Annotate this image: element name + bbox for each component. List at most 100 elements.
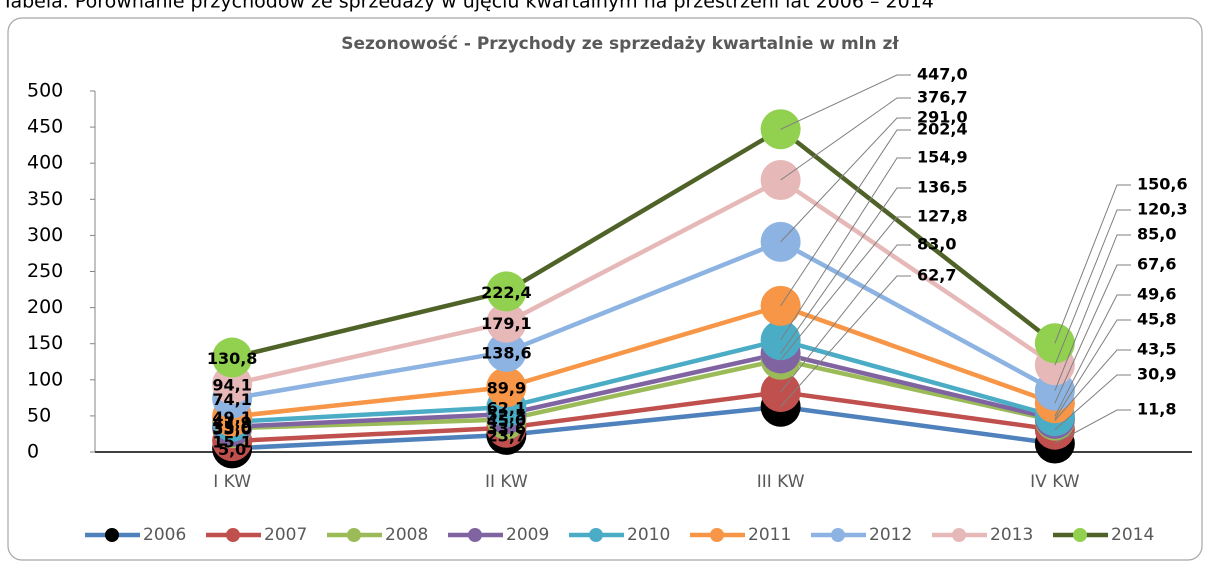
data-label: 49,1 — [212, 408, 251, 427]
y-tick-label: 500 — [27, 80, 63, 102]
series-line — [231, 127, 1057, 360]
series-line — [231, 177, 1057, 387]
data-label: 376,7 — [917, 88, 968, 107]
leader-line — [780, 275, 911, 408]
data-label: 43,5 — [1137, 340, 1176, 359]
y-tick-label: 200 — [27, 296, 63, 318]
marker — [486, 331, 527, 372]
data-label: 67,6 — [1137, 255, 1176, 274]
legend-label: 2006 — [143, 525, 186, 545]
series-line — [232, 337, 1056, 424]
data-label: 222,4 — [481, 283, 532, 302]
y-tick-label: 300 — [27, 224, 63, 246]
marker — [486, 367, 527, 408]
y-tick-label: 50 — [27, 404, 51, 426]
data-label: 179,1 — [481, 314, 532, 333]
data-label: 33,6 — [487, 419, 526, 438]
leader-line — [1054, 209, 1131, 366]
legend-marker — [105, 528, 119, 542]
series-line — [231, 303, 1056, 419]
y-tick-label: 100 — [27, 368, 63, 390]
leader-line — [780, 117, 911, 243]
legend-label: 2014 — [1111, 525, 1154, 545]
y-tick-label: 150 — [27, 332, 63, 354]
leader-line — [1054, 319, 1131, 420]
series-line — [232, 357, 1056, 431]
data-label: 62,1 — [487, 399, 526, 418]
legend-marker — [1073, 528, 1087, 542]
leader-line — [1054, 184, 1131, 344]
data-label: 138,6 — [481, 343, 532, 362]
leader-line — [780, 129, 911, 307]
leader-line — [780, 157, 911, 341]
data-label: 85,0 — [1137, 225, 1176, 244]
legend-marker — [347, 528, 361, 542]
data-label: 45,0 — [487, 411, 526, 430]
legend-label: 2012 — [869, 525, 912, 545]
marker — [486, 302, 527, 343]
caption: Tabela. Porównanie przychodów ze sprzeda… — [1, 0, 934, 13]
leader-line — [1054, 234, 1131, 391]
legend-marker — [710, 528, 724, 542]
leader-line — [1054, 349, 1131, 421]
data-label: 35,0 — [212, 418, 251, 437]
x-tick-label: I KW — [213, 472, 251, 492]
data-label: 15,1 — [212, 433, 251, 452]
leader-line — [780, 97, 911, 181]
y-tick-label: 350 — [27, 188, 63, 210]
legend-label: 2013 — [990, 525, 1033, 545]
x-tick-label: III KW — [757, 472, 805, 492]
leader-line — [1054, 374, 1131, 431]
data-label: 11,8 — [1137, 400, 1176, 419]
y-tick-label: 250 — [27, 260, 63, 282]
legend-marker — [831, 528, 845, 542]
series-line — [232, 389, 1056, 444]
data-label: 120,3 — [1137, 200, 1188, 219]
data-label: 447,0 — [917, 65, 968, 84]
data-label: 41,9 — [212, 413, 251, 432]
y-tick-label: 450 — [27, 116, 63, 138]
leader-line — [780, 216, 911, 361]
data-label: 33,0 — [212, 420, 251, 439]
data-label: 94,1 — [212, 376, 251, 395]
data-label: 291,0 — [917, 108, 968, 127]
legend-label: 2010 — [627, 525, 670, 545]
legend-label: 2007 — [264, 525, 307, 545]
data-label: 45,8 — [1137, 310, 1176, 329]
data-label: 49,6 — [1137, 285, 1176, 304]
data-label: 74,1 — [212, 390, 251, 409]
legend-label: 2011 — [748, 525, 791, 545]
leader-line — [780, 244, 911, 393]
y-tick-label: 400 — [27, 152, 63, 174]
data-label: 127,8 — [917, 207, 968, 226]
leader-line — [780, 187, 911, 354]
leader-line — [1054, 294, 1131, 417]
leader-line — [780, 74, 911, 130]
series-line — [232, 351, 1056, 429]
x-tick-label: II KW — [485, 472, 528, 492]
data-label: 83,0 — [917, 235, 956, 254]
marker — [486, 271, 527, 312]
series-line — [232, 404, 1056, 451]
x-tick-label: IV KW — [1030, 472, 1080, 492]
data-label: 154,9 — [917, 148, 968, 167]
legend-label: 2009 — [506, 525, 549, 545]
data-label: 130,8 — [207, 349, 258, 368]
legend-marker — [952, 528, 966, 542]
legend-label: 2008 — [385, 525, 428, 545]
marker — [212, 337, 253, 378]
data-label: 30,9 — [1137, 365, 1176, 384]
data-label: 23,7 — [487, 426, 526, 445]
chart-border — [7, 17, 1203, 561]
data-label: 202,4 — [917, 120, 968, 139]
y-tick-label: 0 — [27, 441, 39, 463]
data-label: 5,0 — [218, 440, 246, 459]
data-label: 89,9 — [487, 379, 526, 398]
chart-title: Sezonowość - Przychody ze sprzedaży kwar… — [341, 34, 899, 54]
series-line — [231, 239, 1056, 401]
data-label: 150,6 — [1137, 175, 1188, 194]
leader-line — [1054, 264, 1131, 404]
marker — [760, 221, 801, 262]
legend-marker — [226, 528, 240, 542]
